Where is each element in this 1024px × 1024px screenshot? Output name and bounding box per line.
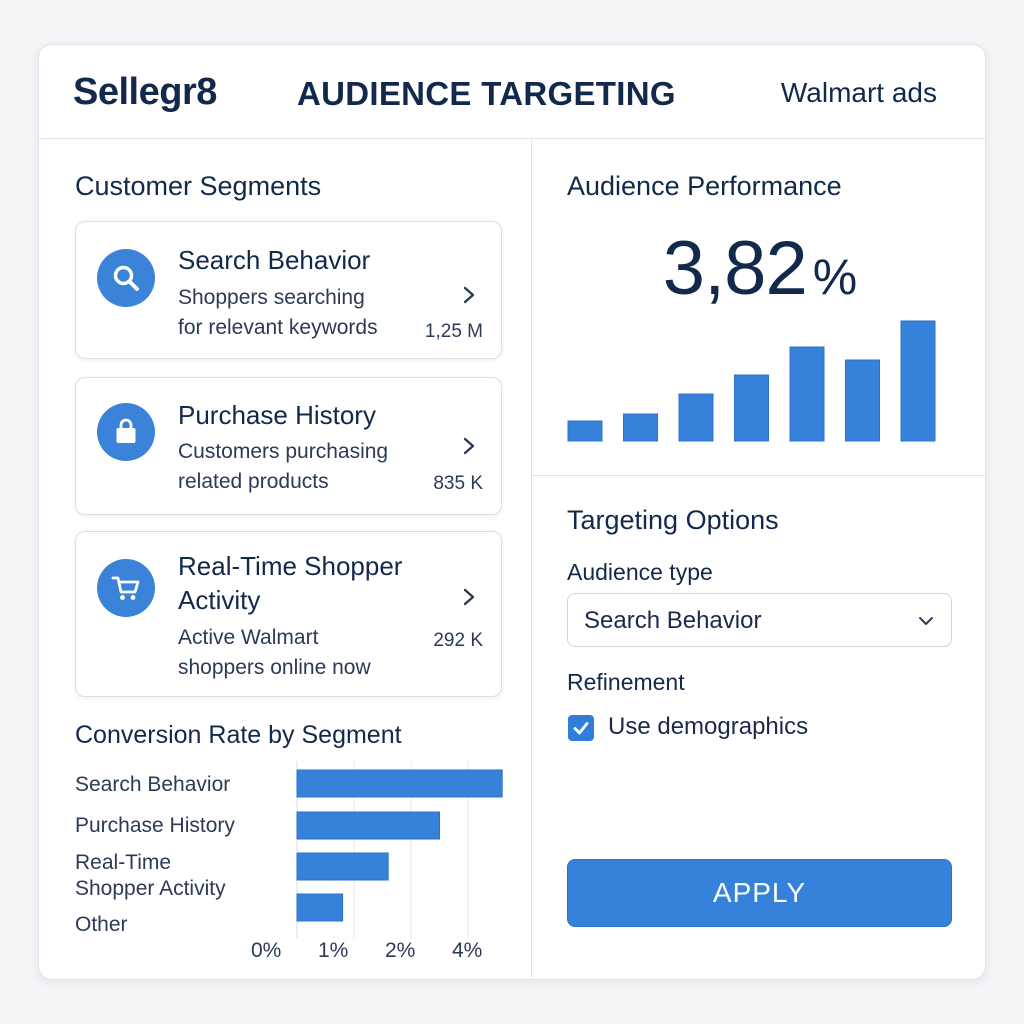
conversion-chart-title: Conversion Rate by Segment bbox=[75, 721, 402, 749]
audience-performance-title: Audience Performance bbox=[567, 171, 842, 201]
chart-category-label: Real-Time bbox=[75, 851, 172, 874]
shopping-bag-icon bbox=[97, 403, 155, 461]
audience-type-value: Search Behavior bbox=[584, 607, 762, 634]
segment-title-line-2: Activity bbox=[178, 585, 261, 615]
audience-type-label: Audience type bbox=[567, 559, 713, 585]
shopping-cart-icon bbox=[97, 559, 155, 617]
segment-count: 292 K bbox=[433, 630, 483, 651]
audience-type-select[interactable]: Search Behavior bbox=[567, 593, 952, 647]
performance-bar bbox=[734, 374, 769, 442]
header: Sellegr8 AUDIENCE TARGETING Walmart ads bbox=[39, 45, 985, 139]
conversion-bar bbox=[296, 769, 503, 798]
platform-label: Walmart ads bbox=[780, 77, 937, 108]
segment-title-line-1: Real-Time Shopper bbox=[178, 551, 403, 581]
search-icon bbox=[97, 249, 155, 307]
x-tick-label: 1% bbox=[318, 939, 349, 962]
refinement-label: Refinement bbox=[567, 669, 685, 695]
x-tick-label: 4% bbox=[452, 939, 483, 962]
use-demographics-checkbox[interactable] bbox=[568, 715, 594, 741]
brand-logo[interactable]: Sellegr8 bbox=[73, 71, 217, 113]
apply-button[interactable]: APPLY bbox=[567, 859, 952, 927]
chart-category-label: Shopper Activity bbox=[75, 877, 226, 900]
conversion-bar bbox=[296, 893, 344, 922]
segment-card-search-behavior[interactable]: Search Behavior Shoppers searching for r… bbox=[75, 221, 502, 359]
segment-description-line-1: Shoppers searching bbox=[178, 286, 365, 309]
segment-count: 1,25 M bbox=[424, 321, 483, 342]
customer-segments-title: Customer Segments bbox=[75, 171, 322, 201]
targeting-options-title: Targeting Options bbox=[567, 505, 779, 535]
conversion-bars bbox=[296, 761, 503, 939]
performance-bar bbox=[900, 320, 936, 442]
x-tick-label: 0% bbox=[251, 939, 282, 962]
chevron-right-icon bbox=[463, 437, 475, 455]
segment-description-line-2: related products bbox=[178, 470, 329, 493]
chevron-right-icon bbox=[463, 286, 475, 304]
conversion-bar bbox=[296, 852, 389, 881]
performance-bar bbox=[678, 393, 714, 442]
metric-value: 3,82 bbox=[662, 226, 808, 311]
segment-description-line-1: Active Walmart bbox=[178, 626, 319, 649]
horizontal-divider bbox=[532, 475, 985, 476]
conversion-rate-chart: Search Behavior Purchase History Real-Ti… bbox=[69, 761, 509, 971]
chart-category-label: Search Behavior bbox=[75, 773, 231, 796]
segment-description-line-1: Customers purchasing bbox=[178, 440, 389, 463]
performance-bar bbox=[789, 346, 825, 442]
audience-targeting-card: Sellegr8 AUDIENCE TARGETING Walmart ads … bbox=[38, 44, 986, 980]
checkmark-icon bbox=[573, 722, 589, 735]
segment-title: Purchase History bbox=[178, 400, 376, 430]
chart-category-label: Purchase History bbox=[75, 814, 235, 837]
conversion-bar bbox=[296, 811, 440, 840]
performance-bar bbox=[845, 359, 880, 442]
chevron-down-icon bbox=[919, 617, 933, 625]
segment-description-line-2: for relevant keywords bbox=[178, 316, 378, 339]
segment-description-line-2: shoppers online now bbox=[178, 656, 371, 679]
performance-bar bbox=[623, 413, 658, 442]
page-title: AUDIENCE TARGETING bbox=[297, 75, 676, 112]
x-tick-label: 2% bbox=[385, 939, 416, 962]
segment-title: Search Behavior bbox=[178, 245, 371, 275]
conversion-rate-metric: 3,82% bbox=[532, 225, 985, 312]
vertical-divider bbox=[531, 139, 532, 979]
performance-bar bbox=[567, 420, 603, 442]
use-demographics-label[interactable]: Use demographics bbox=[608, 713, 809, 740]
segment-card-purchase-history[interactable]: Purchase History Customers purchasing re… bbox=[75, 377, 502, 515]
metric-unit: % bbox=[812, 249, 857, 305]
chevron-right-icon bbox=[463, 588, 475, 606]
performance-bar-chart bbox=[567, 320, 936, 442]
segment-count: 835 K bbox=[433, 473, 483, 494]
chart-category-label: Other bbox=[75, 913, 128, 936]
segment-card-real-time-shopper-activity[interactable]: Real-Time Shopper Activity Active Walmar… bbox=[75, 531, 502, 697]
